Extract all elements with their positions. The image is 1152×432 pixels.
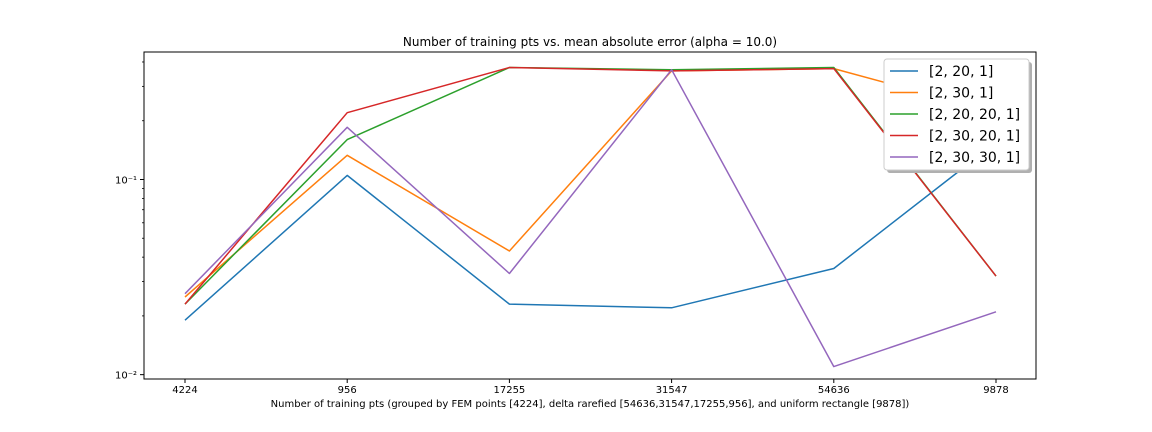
series-line-2-30-1 <box>184 67 997 298</box>
legend-label: [2, 20, 1] <box>929 64 993 80</box>
x-tick-label: 17255 <box>493 385 525 396</box>
legend-label: [2, 30, 30, 1] <box>929 150 1020 166</box>
series-line-2-30-30-1 <box>184 68 997 368</box>
legend-box <box>883 58 1030 171</box>
legend-label: [2, 20, 20, 1] <box>929 107 1020 123</box>
y-axis: 10⁻² 10⁻¹ <box>115 61 144 382</box>
legend-items: [2, 20, 1] [2, 30, 1] [2, 20, 20, 1] [2, 30… <box>890 64 1020 166</box>
series-line-2-30-20-1 <box>184 66 997 305</box>
y-tick-label: 10⁻² <box>115 371 137 382</box>
x-tick-label: 9878 <box>983 385 1008 396</box>
x-axis-label: Number of training pts (grouped by FEM p… <box>271 399 910 410</box>
chart-title: Number of training pts vs. mean absolute… <box>403 35 777 49</box>
y-tick-label: 10⁻¹ <box>115 175 137 186</box>
legend-label: [2, 30, 1] <box>929 86 993 102</box>
x-axis: 4224 956 17255 31547 54636 9878 <box>172 379 1009 396</box>
x-tick-label: 4224 <box>172 385 197 396</box>
legend-label: [2, 30, 20, 1] <box>929 129 1020 145</box>
x-tick-label: 956 <box>338 385 357 396</box>
legend: [2, 20, 1] [2, 30, 1] [2, 20, 20, 1] [2, 30… <box>883 58 1032 173</box>
x-tick-label: 54636 <box>818 385 850 396</box>
x-tick-label: 31547 <box>656 385 688 396</box>
plot-frame <box>143 51 1037 380</box>
